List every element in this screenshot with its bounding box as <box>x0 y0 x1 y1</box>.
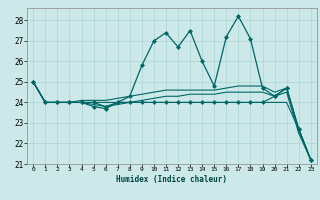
X-axis label: Humidex (Indice chaleur): Humidex (Indice chaleur) <box>116 175 228 184</box>
